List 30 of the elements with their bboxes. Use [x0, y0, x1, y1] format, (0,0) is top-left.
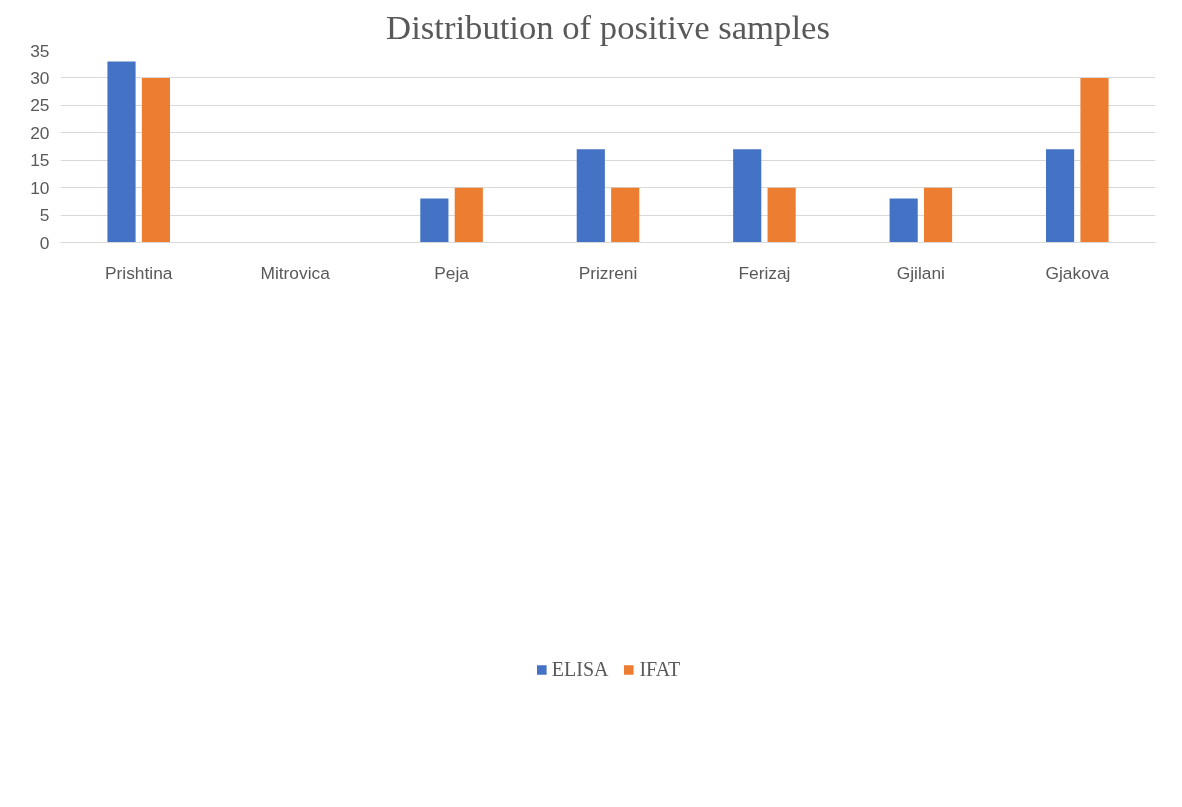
y-tick-label: 30 [30, 67, 50, 88]
y-tick-label: 5 [39, 205, 50, 226]
bar [454, 187, 483, 243]
x-tick-label: Gjilani [896, 262, 945, 283]
bar [141, 77, 170, 243]
bar [923, 187, 953, 243]
bar [611, 187, 640, 243]
bar [420, 198, 449, 243]
x-tick-label: Ferizaj [738, 262, 791, 283]
y-tick-label: 0 [39, 232, 50, 253]
x-tick-label: Prizreni [578, 262, 638, 283]
chart-title: Distribution of positive samples [386, 7, 830, 46]
bar [1046, 149, 1075, 243]
bar [107, 61, 136, 243]
y-tick-label: 35 [30, 40, 50, 61]
bar [733, 149, 762, 243]
y-tick-label: 25 [30, 95, 50, 116]
bar [889, 198, 918, 243]
y-tick-label: 10 [30, 177, 50, 198]
legend-label: IFAT [639, 657, 681, 681]
legend-label: ELISA [551, 657, 609, 681]
bar [767, 187, 796, 243]
y-tick-label: 15 [30, 150, 50, 171]
x-tick-label: Peja [434, 262, 470, 283]
bar [1080, 77, 1109, 243]
y-tick-label: 20 [30, 122, 50, 143]
x-tick-label: Mitrovica [260, 262, 331, 283]
bar [576, 149, 605, 243]
x-tick-label: Prishtina [105, 262, 173, 283]
x-tick-label: Gjakova [1045, 262, 1110, 283]
